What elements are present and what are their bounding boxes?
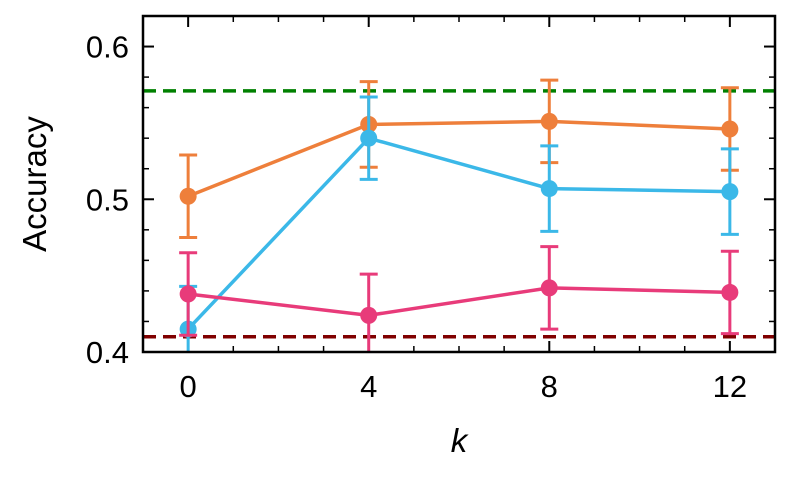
y-tick-label: 0.4 xyxy=(86,335,129,370)
x-tick-label: 4 xyxy=(360,369,377,404)
y-axis-label: Accuracy xyxy=(16,116,53,252)
series-2 xyxy=(179,245,739,352)
x-tick-label: 0 xyxy=(180,369,197,404)
data-point xyxy=(360,129,378,147)
data-point xyxy=(360,306,378,324)
y-tick-label: 0.5 xyxy=(86,182,129,217)
data-point xyxy=(721,183,739,201)
series-group xyxy=(179,78,739,352)
data-point xyxy=(540,279,558,297)
x-axis-label: k xyxy=(451,422,469,459)
series-line xyxy=(186,136,730,331)
series-line xyxy=(187,286,730,318)
data-point xyxy=(179,285,197,303)
tick-labels: 0 4 8 12 0.4 0.5 0.6 xyxy=(86,30,747,404)
data-point xyxy=(721,283,739,301)
data-point xyxy=(540,180,558,198)
x-tick-label: 12 xyxy=(713,369,747,404)
plot-frame xyxy=(141,14,777,354)
x-tick-label: 8 xyxy=(541,369,558,404)
series-0 xyxy=(179,78,739,239)
reference-lines xyxy=(143,89,775,339)
series-1 xyxy=(179,95,739,352)
data-point xyxy=(179,187,197,205)
data-point xyxy=(540,112,558,130)
series-line xyxy=(187,119,730,198)
data-point xyxy=(721,120,739,138)
y-tick-label: 0.6 xyxy=(86,30,129,65)
